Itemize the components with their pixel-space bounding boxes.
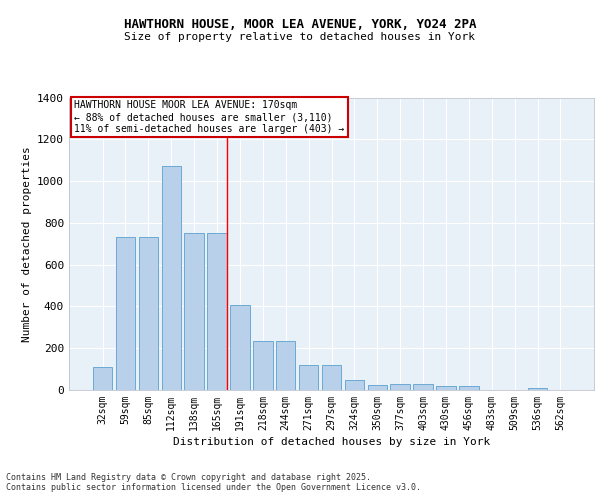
X-axis label: Distribution of detached houses by size in York: Distribution of detached houses by size … (173, 437, 490, 447)
Text: Contains HM Land Registry data © Crown copyright and database right 2025.
Contai: Contains HM Land Registry data © Crown c… (6, 473, 421, 492)
Bar (299, 365, 319, 390)
Text: Size of property relative to detached houses in York: Size of property relative to detached ho… (125, 32, 476, 42)
Bar (93, 367, 112, 390)
Bar (436, 386, 455, 390)
Bar (528, 388, 547, 390)
Bar (253, 341, 272, 390)
Bar (459, 386, 479, 390)
Bar (208, 234, 227, 390)
Bar (368, 385, 387, 390)
Bar (184, 234, 204, 390)
Bar (322, 365, 341, 390)
Bar (116, 238, 135, 390)
Bar (276, 341, 295, 390)
Y-axis label: Number of detached properties: Number of detached properties (22, 146, 32, 342)
Text: HAWTHORN HOUSE, MOOR LEA AVENUE, YORK, YO24 2PA: HAWTHORN HOUSE, MOOR LEA AVENUE, YORK, Y… (124, 18, 476, 30)
Bar (139, 238, 158, 390)
Bar (391, 384, 410, 390)
Bar (230, 306, 250, 390)
Text: HAWTHORN HOUSE MOOR LEA AVENUE: 170sqm
← 88% of detached houses are smaller (3,1: HAWTHORN HOUSE MOOR LEA AVENUE: 170sqm ←… (74, 100, 344, 134)
Bar (413, 384, 433, 390)
Bar (161, 166, 181, 390)
Bar (344, 380, 364, 390)
